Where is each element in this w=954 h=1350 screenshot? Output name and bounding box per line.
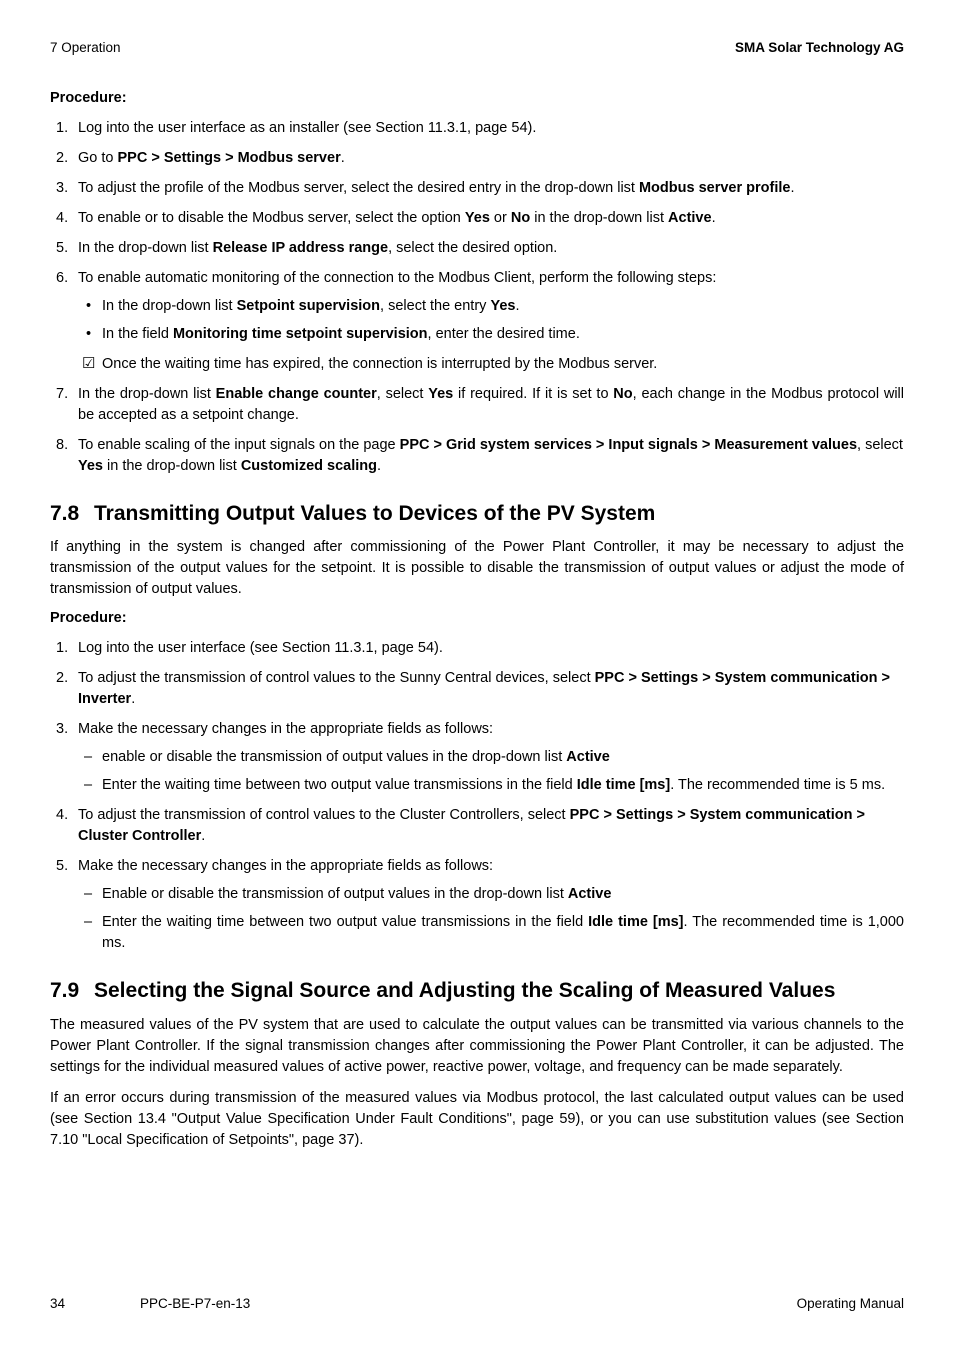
bold-text: No bbox=[613, 386, 632, 402]
text: or bbox=[490, 210, 511, 226]
section-title: Selecting the Signal Source and Adjustin… bbox=[94, 976, 904, 1006]
text: Enable or disable the transmission of ou… bbox=[102, 886, 568, 902]
procedure-list-1: Log into the user interface as an instal… bbox=[50, 118, 904, 477]
text: Enter the waiting time between two outpu… bbox=[102, 777, 577, 793]
list-item: To adjust the transmission of control va… bbox=[50, 805, 904, 847]
text: . bbox=[341, 150, 345, 166]
section-title: Transmitting Output Values to Devices of… bbox=[94, 499, 904, 529]
section-intro: If anything in the system is changed aft… bbox=[50, 537, 904, 600]
list-item: In the drop-down list Enable change coun… bbox=[50, 384, 904, 426]
section-heading-7-9: 7.9 Selecting the Signal Source and Adju… bbox=[50, 976, 904, 1006]
list-item: In the field Monitoring time setpoint su… bbox=[78, 324, 904, 345]
text: . bbox=[131, 691, 135, 707]
section-paragraph: The measured values of the PV system tha… bbox=[50, 1015, 904, 1078]
text: In the drop-down list bbox=[78, 386, 216, 402]
text: To adjust the transmission of control va… bbox=[78, 807, 570, 823]
sub-bullet-list: In the drop-down list Setpoint supervisi… bbox=[78, 296, 904, 345]
text: To adjust the transmission of control va… bbox=[78, 670, 595, 686]
list-item: Enter the waiting time between two outpu… bbox=[78, 775, 904, 796]
text: in the drop-down list bbox=[103, 458, 241, 474]
bold-text: Idle time [ms] bbox=[588, 914, 683, 930]
bold-text: Setpoint supervision bbox=[237, 298, 380, 314]
text: , enter the desired time. bbox=[428, 326, 580, 342]
text: . bbox=[712, 210, 716, 226]
list-item: To adjust the profile of the Modbus serv… bbox=[50, 178, 904, 199]
bold-text: Monitoring time setpoint supervision bbox=[173, 326, 428, 342]
section-number: 7.9 bbox=[50, 976, 94, 1006]
bold-text: Modbus server profile bbox=[639, 180, 790, 196]
text: . The recommended time is 5 ms. bbox=[670, 777, 885, 793]
bold-text: Release IP address range bbox=[213, 240, 388, 256]
text: To enable automatic monitoring of the co… bbox=[78, 270, 716, 286]
list-item: enable or disable the transmission of ou… bbox=[78, 747, 904, 768]
text: , select bbox=[857, 437, 903, 453]
text: Make the necessary changes in the approp… bbox=[78, 721, 493, 737]
text: , select the desired option. bbox=[388, 240, 557, 256]
list-item: To enable automatic monitoring of the co… bbox=[50, 268, 904, 375]
text: . bbox=[515, 298, 519, 314]
text: if required. If it is set to bbox=[453, 386, 613, 402]
text: In the drop-down list bbox=[102, 298, 237, 314]
page-header: 7 Operation SMA Solar Technology AG bbox=[50, 38, 904, 58]
text: In the drop-down list bbox=[78, 240, 213, 256]
sub-dash-list: Enable or disable the transmission of ou… bbox=[78, 884, 904, 954]
bold-text: Enable change counter bbox=[216, 386, 377, 402]
header-left: 7 Operation bbox=[50, 38, 121, 58]
list-item: Log into the user interface as an instal… bbox=[50, 118, 904, 139]
check-result: Once the waiting time has expired, the c… bbox=[78, 354, 904, 375]
bold-text: Idle time [ms] bbox=[577, 777, 670, 793]
bold-text: Active bbox=[568, 886, 612, 902]
bold-text: Yes bbox=[78, 458, 103, 474]
procedure-label-2: Procedure: bbox=[50, 608, 904, 629]
footer-page-number: 34 bbox=[50, 1294, 65, 1314]
list-item: Enable or disable the transmission of ou… bbox=[78, 884, 904, 905]
bold-text: Yes bbox=[428, 386, 453, 402]
text: , select bbox=[377, 386, 429, 402]
bold-text: No bbox=[511, 210, 530, 226]
text: Log into the user interface as an instal… bbox=[78, 120, 536, 136]
text: Go to bbox=[78, 150, 118, 166]
text: In the field bbox=[102, 326, 173, 342]
bold-text: Yes bbox=[465, 210, 490, 226]
list-item: Go to PPC > Settings > Modbus server. bbox=[50, 148, 904, 169]
list-item: Make the necessary changes in the approp… bbox=[50, 856, 904, 954]
text: To enable scaling of the input signals o… bbox=[78, 437, 400, 453]
footer-right: Operating Manual bbox=[797, 1294, 904, 1314]
text: Make the necessary changes in the approp… bbox=[78, 858, 493, 874]
header-right: SMA Solar Technology AG bbox=[735, 38, 904, 58]
list-item: Make the necessary changes in the approp… bbox=[50, 719, 904, 796]
bold-text: Customized scaling bbox=[241, 458, 377, 474]
bold-text: Active bbox=[668, 210, 712, 226]
text: in the drop-down list bbox=[530, 210, 668, 226]
procedure-list-2: Log into the user interface (see Section… bbox=[50, 638, 904, 954]
page-footer: 34 PPC-BE-P7-en-13 Operating Manual bbox=[50, 1294, 904, 1314]
list-item: In the drop-down list Release IP address… bbox=[50, 238, 904, 259]
bold-text: PPC > Settings > Modbus server bbox=[118, 150, 341, 166]
text: Log into the user interface (see Section… bbox=[78, 640, 443, 656]
text: To enable or to disable the Modbus serve… bbox=[78, 210, 465, 226]
list-item: In the drop-down list Setpoint supervisi… bbox=[78, 296, 904, 317]
sub-dash-list: enable or disable the transmission of ou… bbox=[78, 747, 904, 796]
text: Enter the waiting time between two outpu… bbox=[102, 914, 588, 930]
section-number: 7.8 bbox=[50, 499, 94, 529]
section-heading-7-8: 7.8 Transmitting Output Values to Device… bbox=[50, 499, 904, 529]
text: . bbox=[790, 180, 794, 196]
text: , select the entry bbox=[380, 298, 490, 314]
list-item: Log into the user interface (see Section… bbox=[50, 638, 904, 659]
footer-doc-id: PPC-BE-P7-en-13 bbox=[140, 1294, 250, 1314]
bold-text: Active bbox=[566, 749, 610, 765]
bold-text: PPC > Grid system services > Input signa… bbox=[400, 437, 857, 453]
text: . bbox=[201, 828, 205, 844]
section-paragraph: If an error occurs during transmission o… bbox=[50, 1088, 904, 1151]
list-item: To enable or to disable the Modbus serve… bbox=[50, 208, 904, 229]
list-item: Enter the waiting time between two outpu… bbox=[78, 912, 904, 954]
list-item: To adjust the transmission of control va… bbox=[50, 668, 904, 710]
bold-text: Yes bbox=[490, 298, 515, 314]
procedure-label-1: Procedure: bbox=[50, 88, 904, 109]
text: . bbox=[377, 458, 381, 474]
text: Once the waiting time has expired, the c… bbox=[102, 356, 657, 372]
list-item: To enable scaling of the input signals o… bbox=[50, 435, 904, 477]
text: enable or disable the transmission of ou… bbox=[102, 749, 566, 765]
text: To adjust the profile of the Modbus serv… bbox=[78, 180, 639, 196]
